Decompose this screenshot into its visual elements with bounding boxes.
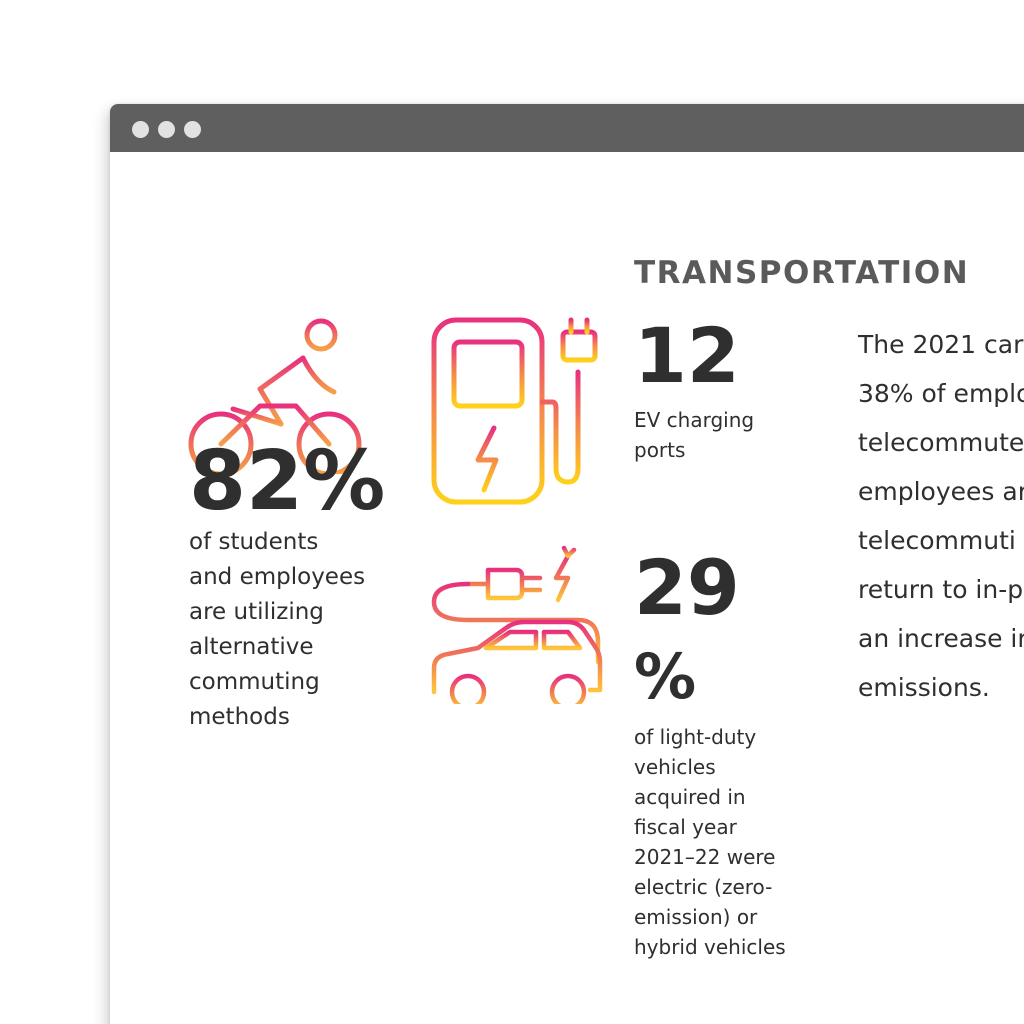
window-dot-1[interactable] xyxy=(132,121,149,138)
vehicles-description: of light-duty vehicles acquired in fisca… xyxy=(634,725,786,959)
vehicles-percent-sign: % xyxy=(634,640,697,713)
window-titlebar xyxy=(110,104,1024,152)
commute-percentage: 82% xyxy=(189,434,386,529)
commute-description: of students and employees are utilizing … xyxy=(189,529,366,730)
vehicles-percentage: 29 xyxy=(634,543,740,632)
paragraph-line: an increase ir xyxy=(858,624,1024,653)
transportation-paragraph: The 2021 car 38% of emplo telecommute em… xyxy=(858,320,1024,712)
section-title: TRANSPORTATION xyxy=(634,255,970,291)
ev-ports-description: EV charging ports xyxy=(634,408,755,462)
window-dot-2[interactable] xyxy=(158,121,175,138)
paragraph-line: telecommute xyxy=(858,428,1024,457)
paragraph-line: 38% of emplo xyxy=(858,379,1024,408)
ev-ports-count: 12 xyxy=(634,311,740,400)
browser-window: TRANSPORTATION xyxy=(110,104,1024,1024)
window-dot-3[interactable] xyxy=(184,121,201,138)
paragraph-line: telecommuti xyxy=(858,526,1016,555)
bicycle-rider-icon xyxy=(188,318,362,474)
electric-car-plug-icon xyxy=(431,545,603,704)
page-content: TRANSPORTATION xyxy=(110,152,1024,1024)
paragraph-line: The 2021 car xyxy=(858,330,1024,359)
paragraph-line: emissions. xyxy=(858,673,990,702)
paragraph-line: employees ar xyxy=(858,477,1024,506)
ev-charging-station-icon xyxy=(431,317,598,505)
paragraph-line: return to in-p xyxy=(858,575,1024,604)
